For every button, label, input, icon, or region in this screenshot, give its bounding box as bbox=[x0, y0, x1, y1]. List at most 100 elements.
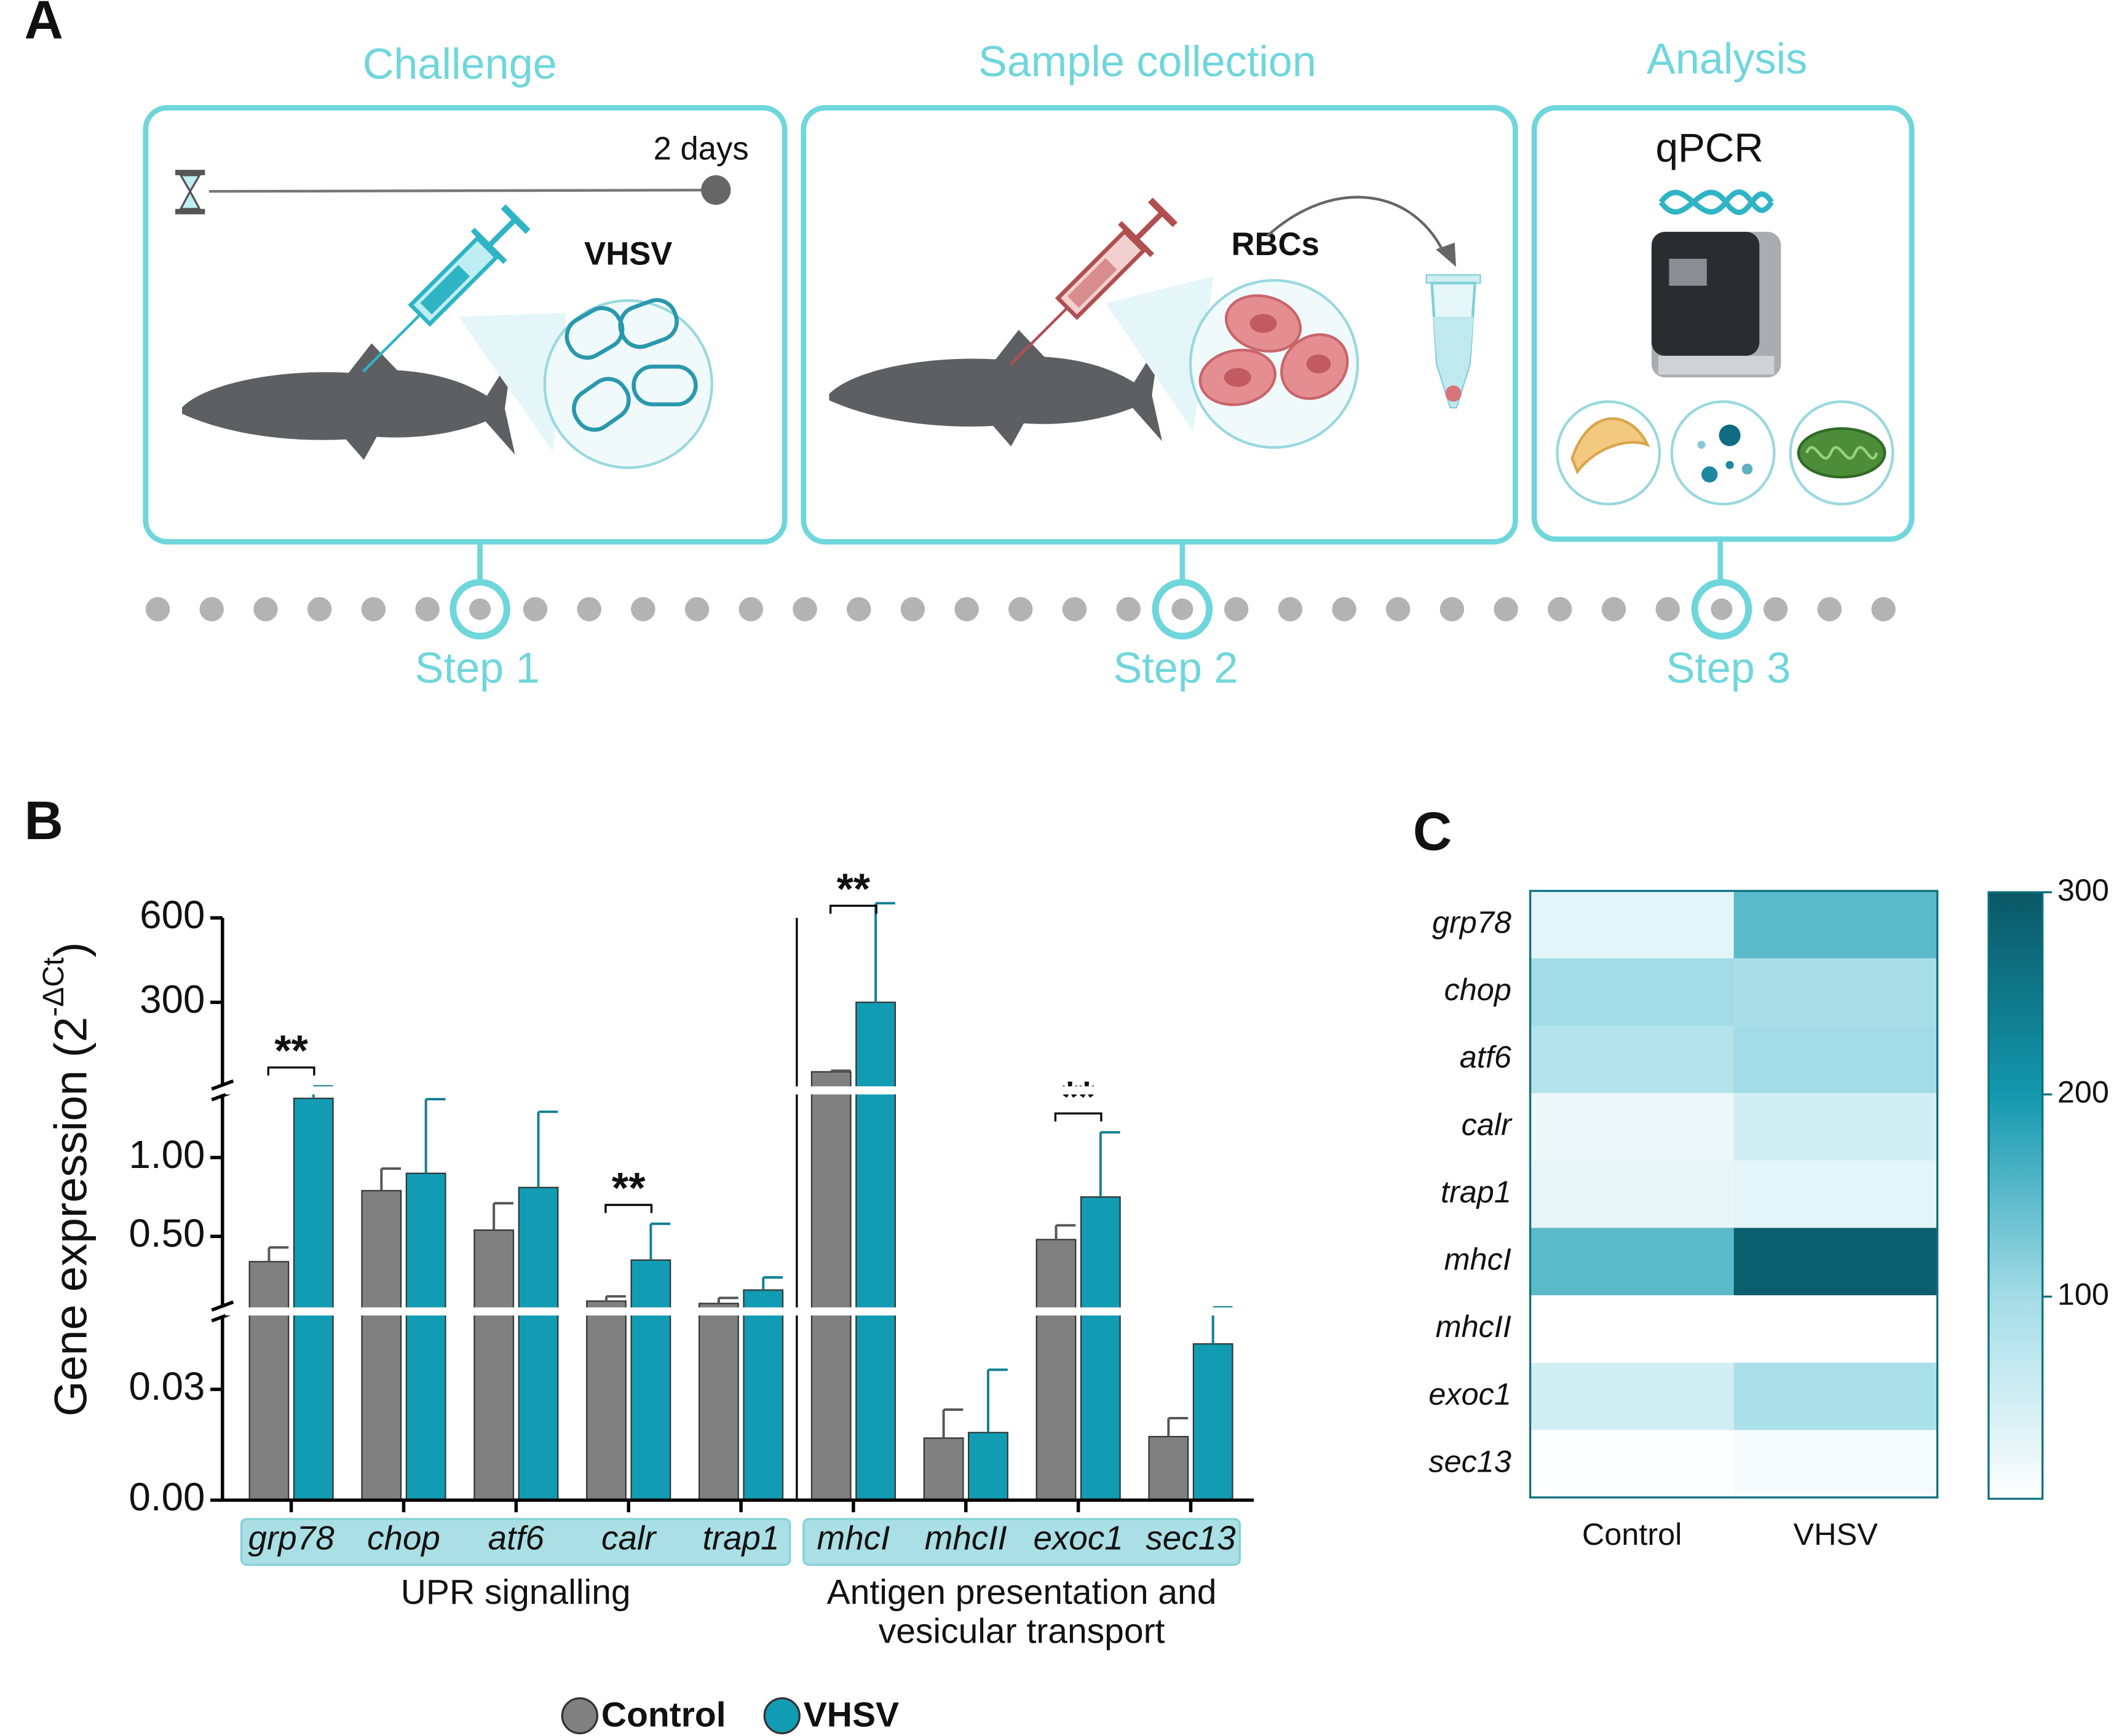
fish bbox=[182, 343, 515, 460]
y-tick-label: 600 bbox=[140, 893, 205, 937]
heatmap-cell bbox=[1530, 958, 1735, 1027]
y-tick-label: 0.03 bbox=[129, 1365, 205, 1408]
timeline-dot bbox=[846, 597, 871, 621]
heatmap-cell bbox=[1733, 958, 1938, 1027]
step-title: Sample collection bbox=[978, 37, 1316, 85]
x-tick-label: grp78 bbox=[248, 1519, 335, 1557]
significance-bracket bbox=[267, 1066, 315, 1076]
zoom-cone bbox=[458, 312, 566, 452]
timeline-dot bbox=[199, 597, 224, 621]
heatmap-cell bbox=[1530, 1093, 1735, 1161]
method-label: qPCR bbox=[1655, 125, 1763, 170]
step-label: Step 3 bbox=[1666, 643, 1791, 692]
timeline-dot bbox=[1871, 597, 1896, 621]
golgi bbox=[1570, 417, 1650, 475]
bar bbox=[855, 1001, 896, 1501]
x-tick-label: atf6 bbox=[488, 1519, 545, 1557]
x-tick-label: trap1 bbox=[703, 1519, 780, 1557]
legend-swatch bbox=[561, 1697, 598, 1735]
row-label: atf6 bbox=[1460, 1040, 1512, 1075]
y-axis-label-part: Gene expression (2 bbox=[45, 1017, 96, 1416]
y-tick-label: 0.50 bbox=[129, 1212, 205, 1255]
heatmap-cell bbox=[1530, 1430, 1735, 1499]
bar bbox=[810, 1071, 852, 1501]
panel-label: B bbox=[25, 791, 63, 851]
column-label: VHSV bbox=[1794, 1517, 1878, 1552]
group-box bbox=[802, 1518, 1241, 1566]
timeline-dot bbox=[631, 597, 655, 621]
timeline-dot bbox=[1817, 597, 1842, 621]
step-dot bbox=[469, 598, 491, 620]
significance-bracket bbox=[1054, 1112, 1103, 1122]
timeline-dot bbox=[361, 597, 386, 621]
cells-label: RBCs bbox=[1232, 226, 1320, 262]
timeline-dot bbox=[1763, 597, 1788, 621]
column-label: Control bbox=[1582, 1517, 1682, 1552]
timeline-dot bbox=[954, 597, 979, 621]
step-dot bbox=[1711, 598, 1733, 620]
bar bbox=[630, 1259, 671, 1501]
virus-label: VHSV bbox=[584, 235, 672, 272]
panel-c: grp78 chop atf6 calr trap1 mhcI mhcII exoc1 sec1… bbox=[1428, 872, 2109, 1552]
organelle-zoom bbox=[1670, 400, 1776, 506]
syringe bbox=[362, 204, 531, 373]
group-label: UPR signalling bbox=[401, 1572, 631, 1612]
x-tick-label: sec13 bbox=[1146, 1519, 1235, 1557]
timeline-dot bbox=[1332, 597, 1356, 621]
y-tick-label: 300 bbox=[140, 977, 205, 1021]
significance-bracket bbox=[604, 1204, 653, 1213]
timeline-dot bbox=[577, 597, 601, 621]
timeline-end bbox=[701, 175, 731, 205]
heatmap-cell bbox=[1530, 1025, 1735, 1094]
heatmap-cell bbox=[1530, 891, 1735, 959]
row-label: exoc1 bbox=[1428, 1376, 1511, 1411]
heatmap-cell bbox=[1733, 1093, 1938, 1161]
y-axis-label-sup: -ΔCt bbox=[37, 957, 70, 1017]
timeline-dot bbox=[1062, 597, 1087, 621]
bar bbox=[699, 1303, 739, 1501]
step-dot bbox=[1171, 598, 1194, 620]
heatmap-cell bbox=[1733, 1025, 1938, 1094]
colorbar-tick-label: 200 bbox=[2057, 1075, 2109, 1110]
timeline-dot bbox=[1116, 597, 1141, 621]
group-label: vesicular transport bbox=[879, 1611, 1165, 1651]
x-tick-label: chop bbox=[367, 1519, 440, 1557]
step-title: Challenge bbox=[363, 39, 557, 88]
heatmap-cell bbox=[1530, 1228, 1735, 1296]
step-label: Step 2 bbox=[1114, 643, 1238, 692]
bar bbox=[518, 1186, 559, 1501]
duration: 2 days bbox=[654, 130, 749, 167]
timeline-dot bbox=[145, 597, 170, 621]
significance-label: ** bbox=[837, 864, 871, 913]
y-tick-label: 1.00 bbox=[129, 1133, 205, 1177]
dna bbox=[1658, 189, 1774, 215]
row-label: chop bbox=[1444, 972, 1511, 1007]
hourglass bbox=[175, 170, 205, 215]
bar bbox=[248, 1261, 290, 1501]
row-label: grp78 bbox=[1432, 904, 1511, 939]
row-label: mhcII bbox=[1436, 1309, 1511, 1344]
timeline-dot bbox=[1224, 597, 1249, 621]
arrow-head bbox=[1436, 242, 1456, 267]
panel-a: Challenge Sample collection Analysis Ste… bbox=[143, 34, 1915, 692]
y-axis-label: Gene expression (2-ΔCt) bbox=[37, 942, 97, 1417]
y-tick-label: 0.00 bbox=[129, 1475, 205, 1519]
timeline-dot bbox=[684, 597, 710, 621]
tube bbox=[1425, 274, 1481, 409]
cell-nuclei bbox=[1224, 314, 1331, 387]
bar bbox=[586, 1300, 627, 1501]
timeline-dot bbox=[793, 597, 817, 621]
step-box bbox=[801, 105, 1518, 545]
heatmap-cell bbox=[1733, 1362, 1938, 1431]
qpcr-machine bbox=[1651, 232, 1781, 377]
x-tick-label: calr bbox=[601, 1519, 657, 1557]
step-label: Step 1 bbox=[415, 643, 540, 692]
significance-label: ** bbox=[274, 1026, 308, 1075]
timeline-dot bbox=[415, 597, 440, 621]
heatmap-cell bbox=[1733, 1228, 1938, 1296]
organelle-zoom bbox=[1556, 400, 1661, 506]
bar bbox=[293, 1097, 334, 1501]
timeline-dot bbox=[523, 597, 548, 621]
legend-swatch bbox=[763, 1697, 801, 1735]
